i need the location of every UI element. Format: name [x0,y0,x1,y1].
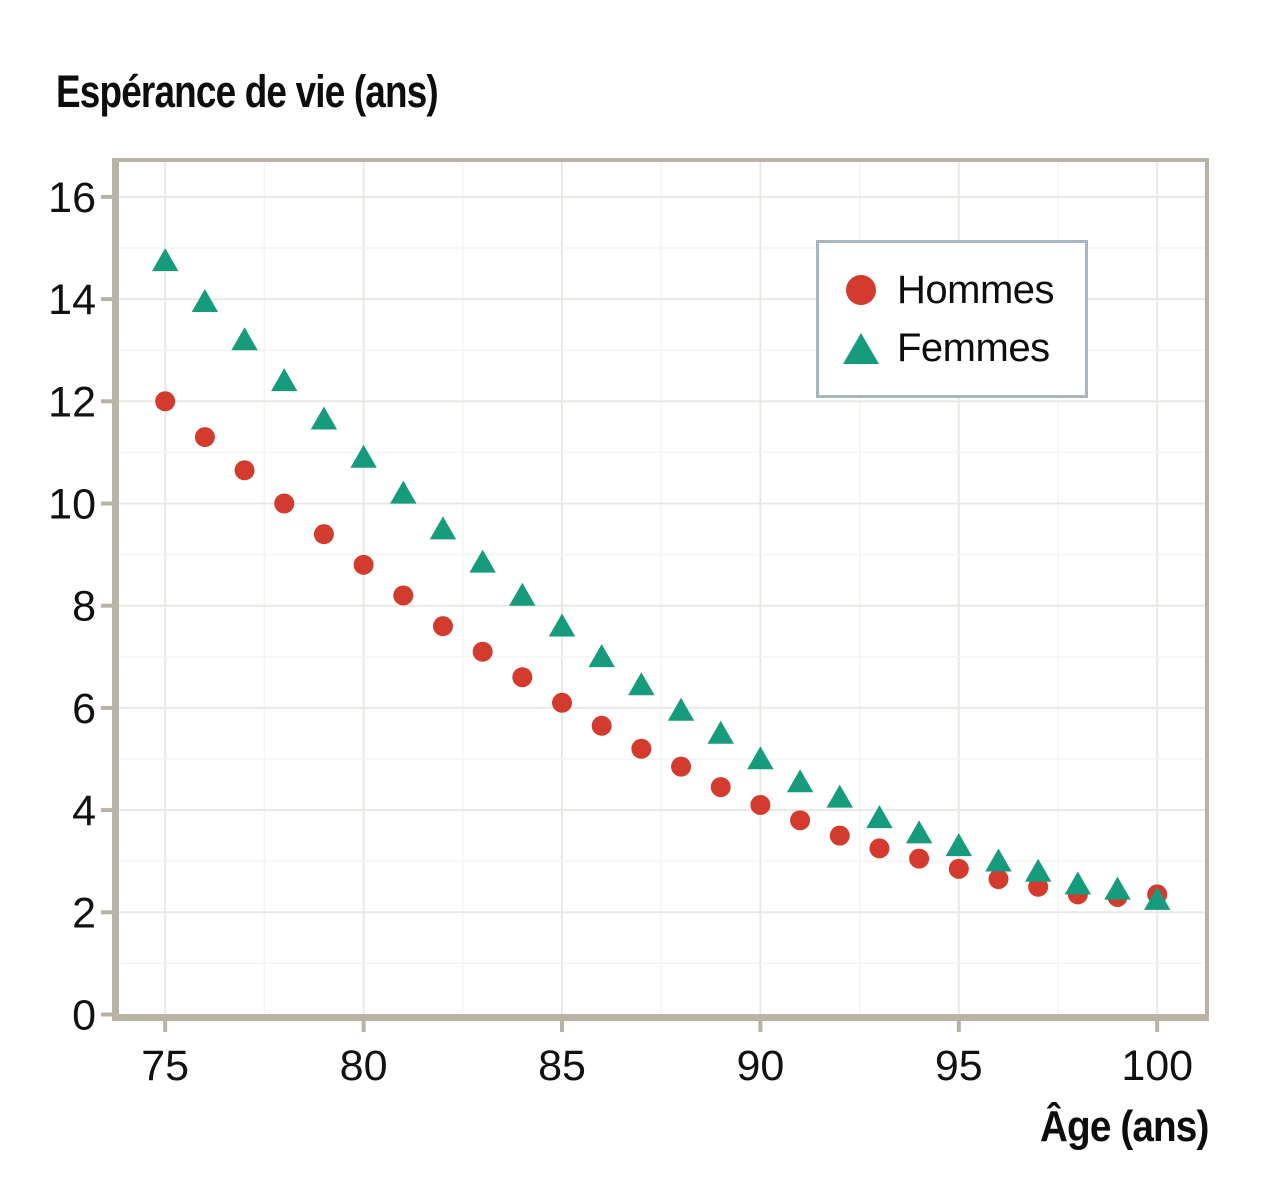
x-tick-label: 90 [736,1042,784,1090]
legend-marker [841,332,881,364]
y-tick-label: 14 [48,276,96,324]
data-point-femmes [667,697,695,721]
y-axis-line [112,158,119,1021]
data-point-femmes [231,327,258,351]
data-point-femmes [469,549,496,573]
data-point-femmes [1144,886,1171,910]
data-point-femmes [1104,876,1131,900]
data-point-femmes [152,248,179,272]
legend-item-femmes: Femmes [841,326,1085,370]
x-tick-label: 100 [1121,1042,1193,1090]
y-tick-label: 8 [72,583,96,631]
x-tick-label: 75 [141,1042,189,1090]
data-point-femmes [548,613,576,637]
hommes-circle-icon [846,275,876,305]
data-point-femmes [786,769,814,793]
legend-item-hommes: Hommes [841,268,1085,312]
data-point-hommes [591,715,612,736]
data-point-femmes [866,805,893,829]
data-point-hommes [472,641,493,662]
data-point-hommes [671,756,692,777]
y-tick-label: 16 [48,174,96,222]
x-axis-line [112,1014,1209,1021]
data-point-femmes [826,784,853,808]
femmes-triangle-icon [843,332,879,364]
y-tick-label: 10 [48,481,96,529]
data-point-hommes [710,777,731,798]
data-point-hommes [948,858,969,879]
legend-label-femmes: Femmes [897,325,1050,370]
axis-ticks [101,194,1160,1032]
data-point-femmes [588,644,615,668]
axis-frame [112,158,1209,1021]
legend-marker [841,275,881,305]
data-point-femmes [1024,858,1052,882]
data-point-hommes [869,838,890,859]
x-tick-label: 95 [935,1042,983,1090]
data-point-femmes [747,746,774,770]
tick-labels: 0 2 4 6 8 10 12 14 16 75 80 85 90 95 100 [48,174,1193,1090]
data-point-hommes [393,585,414,606]
data-point-femmes [1064,871,1092,895]
y-tick-label: 0 [72,992,96,1040]
series-femmes [152,248,1171,910]
x-tick-label: 85 [538,1042,586,1090]
legend-label-hommes: Hommes [897,267,1055,312]
y-tick-label: 2 [72,889,96,937]
data-point-hommes [155,391,176,412]
data-point-hommes [194,427,215,448]
data-point-hommes [234,460,255,481]
y-tick-label: 4 [72,787,96,835]
data-point-femmes [985,848,1012,872]
data-point-femmes [191,288,219,312]
data-point-hommes [631,738,652,759]
data-point-hommes [432,616,453,637]
data-point-femmes [350,444,377,468]
data-point-hommes [790,810,811,831]
data-point-hommes [988,869,1009,890]
data-point-hommes [512,667,533,688]
x-tick-label: 80 [340,1042,388,1090]
data-point-femmes [390,480,417,504]
data-point-hommes [750,794,771,815]
data-point-femmes [628,672,655,696]
data-point-hommes [909,848,930,869]
data-point-femmes [429,516,457,540]
data-point-femmes [271,368,298,392]
y-tick-label: 12 [48,378,96,426]
data-point-hommes [552,692,572,713]
data-point-femmes [905,820,933,844]
plot-border-top [112,158,1209,162]
data-point-hommes [313,524,334,545]
data-point-femmes [707,720,734,744]
data-point-hommes [1028,876,1049,897]
y-tick-label: 6 [72,685,96,733]
data-point-hommes [274,493,295,514]
data-point-femmes [310,406,338,430]
x-axis-label: Âge (ans) [1039,1102,1208,1151]
plot-border-right [1205,158,1209,1021]
chart-title: Espérance de vie (ans) [56,66,439,117]
data-point-femmes [509,582,536,606]
legend: Hommes Femmes [816,240,1088,398]
data-point-hommes [353,554,374,575]
data-point-femmes [945,833,972,857]
data-point-hommes [829,825,850,846]
